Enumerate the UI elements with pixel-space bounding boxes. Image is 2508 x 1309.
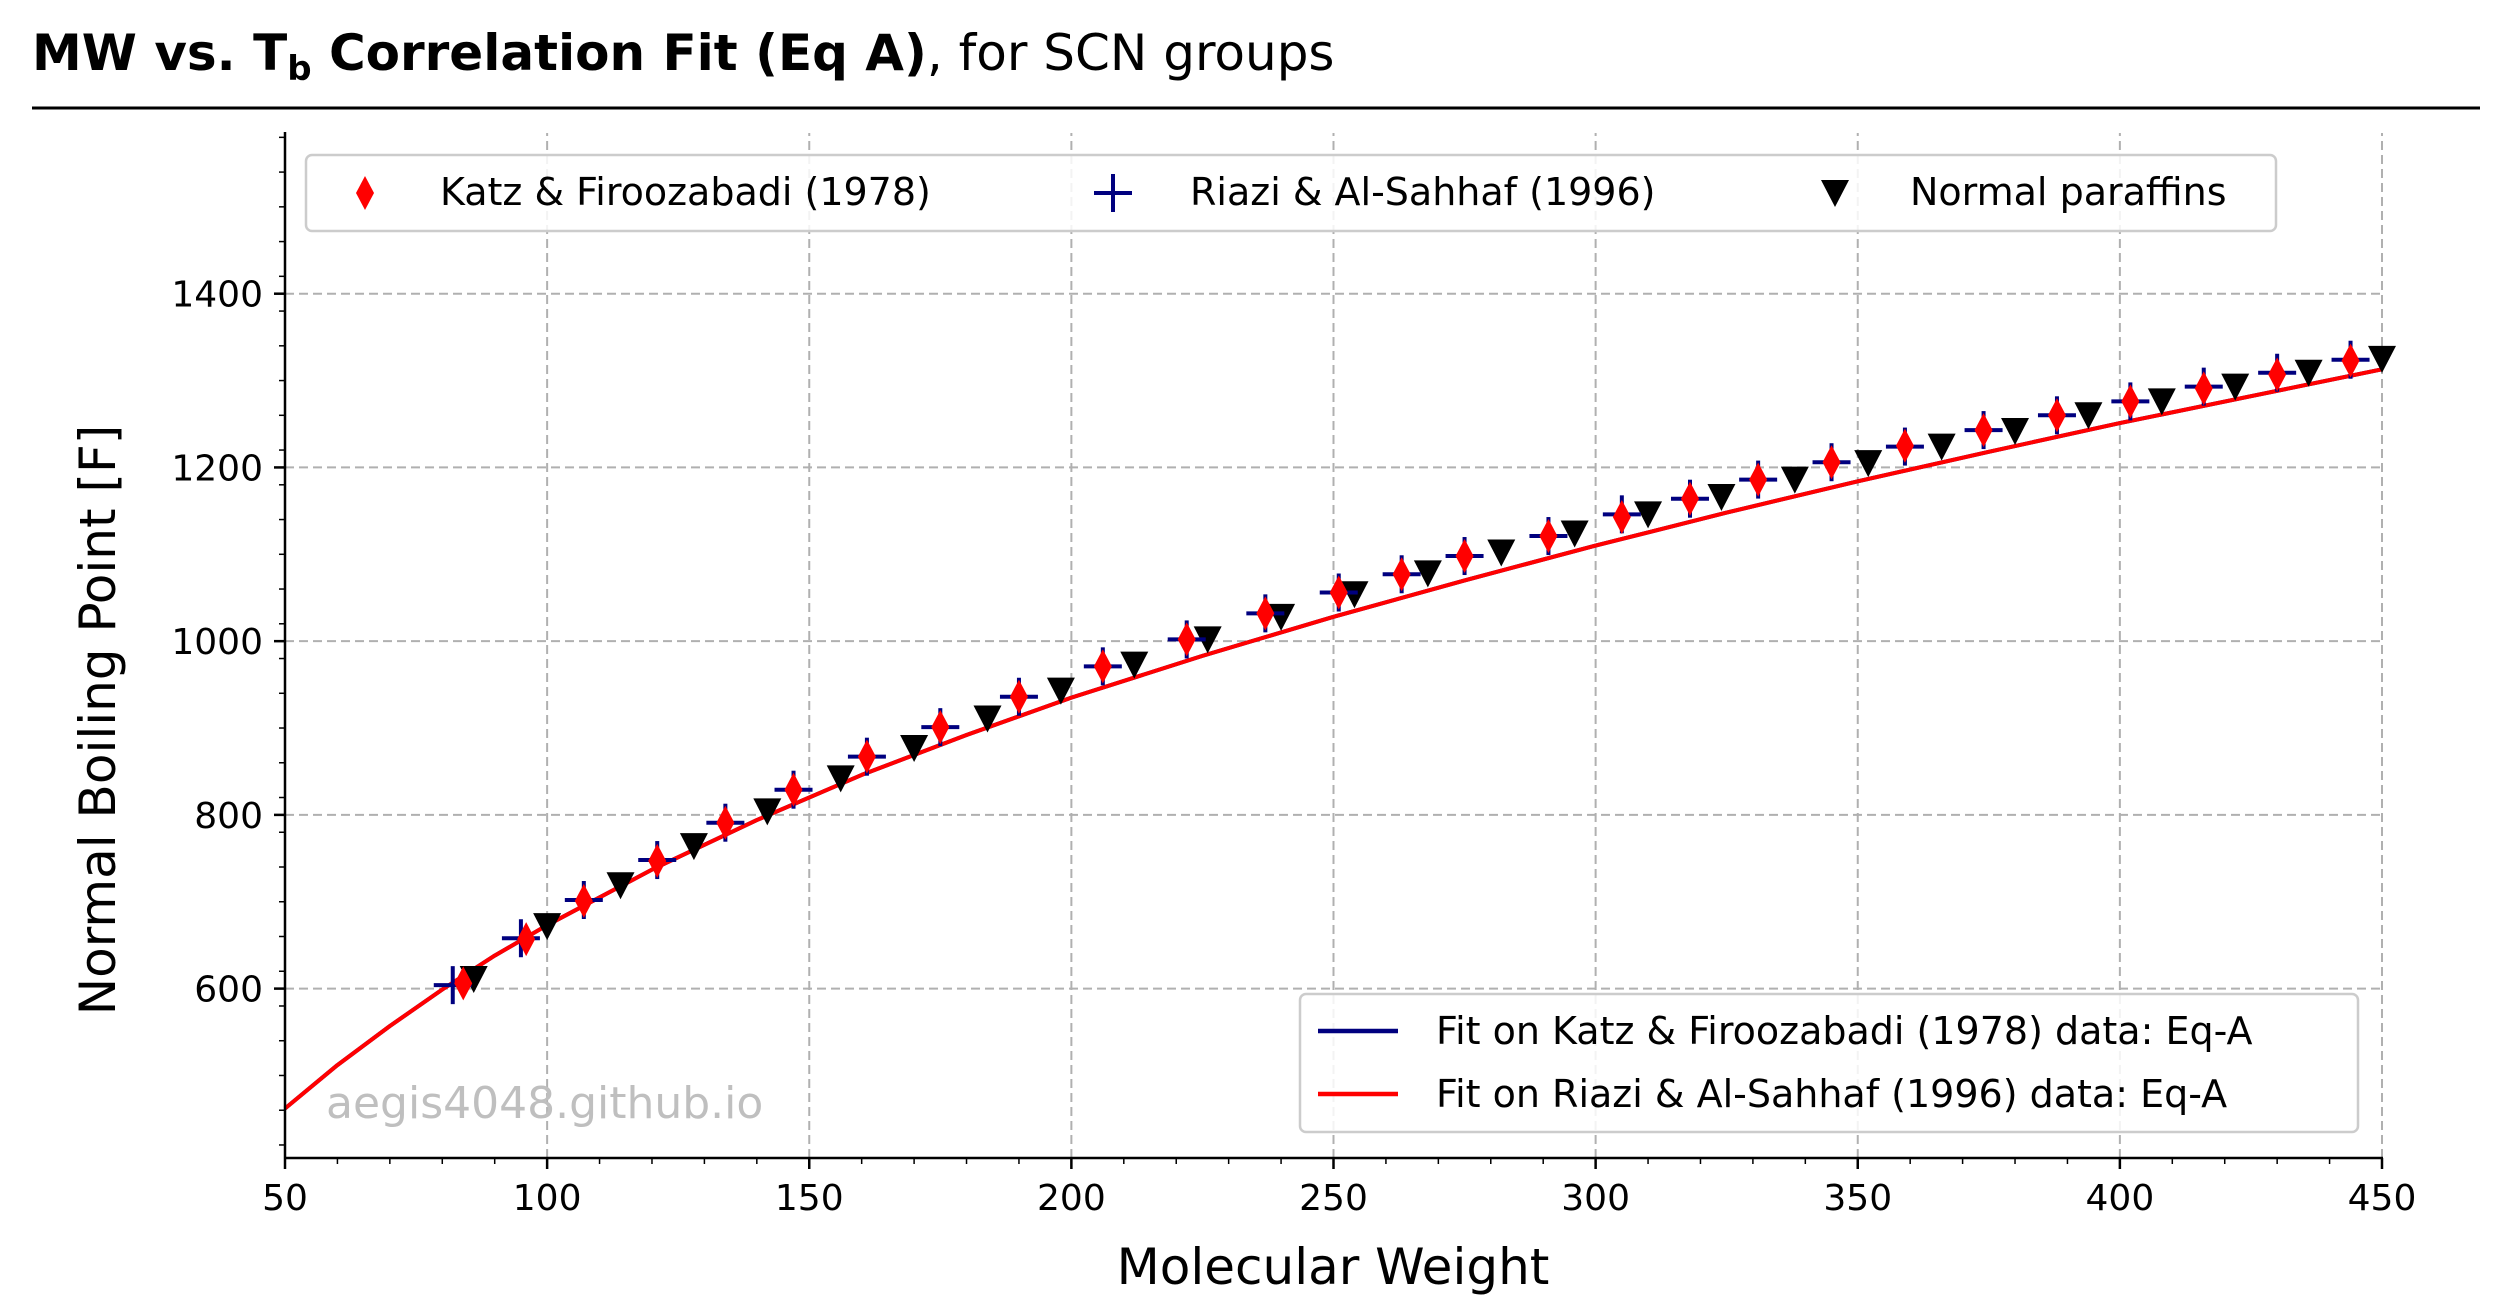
data-point-thin_diamond [1455,539,1474,574]
data-point-thin_diamond [1822,445,1841,480]
y-tick-label: 1200 [171,448,263,489]
data-point-thin_diamond [1329,575,1348,610]
x-tick-label: 250 [1299,1178,1368,1219]
x-tick-label: 350 [1823,1178,1892,1219]
legend-marker-plus [1094,174,1132,212]
data-point-thin_diamond [648,843,667,878]
data-point-triangle_down [1707,483,1736,511]
legend-lines-frame [1298,992,2360,1134]
data-point-triangle_down [2147,388,2176,416]
x-axis-label: Molecular Weight [1117,1238,1550,1296]
data-point-triangle_down [1340,581,1369,609]
data-point-thin_diamond [2341,343,2360,378]
data-point-thin_diamond [2268,357,2287,392]
data-point-thin_diamond [1895,428,1914,463]
chart-title: MW vs. Tb Correlation Fit (Eq A), for SC… [32,24,1335,89]
chart-title-bold-prefix: MW vs. [32,24,253,82]
data-point-thin_diamond [931,710,950,745]
data-point-thin_diamond [1093,649,1112,684]
data-point-triangle_down [1560,520,1589,548]
data-point-thin_diamond [1539,519,1558,554]
data-point-thin_diamond [2121,384,2140,419]
y-tick-label: 1000 [171,622,263,663]
data-point-triangle_down [1854,450,1883,478]
legend-marker-thin_diamond [356,176,374,210]
x-tick-label: 300 [1561,1178,1630,1219]
y-tick-label: 1400 [171,275,263,316]
x-tick-label: 450 [2348,1178,2417,1219]
legend-label: Katz & Firoozabadi (1978) [440,170,931,214]
chart-title-subscript: b [287,49,311,89]
y-tick-label: 800 [194,796,263,837]
x-tick-label: 200 [1037,1178,1106,1219]
y-axis-label: Normal Boiling Point [F] [69,425,127,1016]
legend-lines: Fit on Katz & Firoozabadi (1978) data: E… [1298,992,2360,1134]
data-point-thin_diamond [1749,462,1768,497]
data-point-thin_diamond [1392,557,1411,592]
data-point-triangle_down [1267,603,1296,631]
legend-line-label: Fit on Katz & Firoozabadi (1978) data: E… [1436,1009,2252,1053]
data-point-triangle_down [2074,402,2103,430]
data-point-triangle_down [2221,373,2250,401]
legend-markers: Katz & Firoozabadi (1978) Riazi & Al-Sahh… [304,153,2278,233]
x-tick-label: 100 [513,1178,582,1219]
data-point-triangle_down [973,705,1002,733]
x-tick-label: 400 [2086,1178,2155,1219]
data-point-thin_diamond [1177,622,1196,657]
chart-title-rest: , for SCN groups [927,24,1335,82]
data-points [433,340,2396,1005]
data-point-thin_diamond [1680,481,1699,516]
data-point-thin_diamond [517,922,536,957]
x-tick-label: 150 [775,1178,844,1219]
data-point-thin_diamond [574,883,593,918]
data-point-triangle_down [1413,560,1442,588]
data-point-thin_diamond [1009,679,1028,714]
legend-line-label: Fit on Riazi & Al-Sahhaf (1996) data: Eq… [1436,1072,2227,1116]
legend-marker-triangle_down [1821,180,1849,207]
data-point-thin_diamond [2047,398,2066,433]
chart-title-bold-suffix: Correlation Fit (Eq A) [312,24,927,82]
grid [285,133,2383,1158]
x-tick-label: 50 [262,1178,308,1219]
data-point-thin_diamond [1974,413,1993,448]
data-point-triangle_down [1046,677,1075,705]
data-point-thin_diamond [1612,499,1631,534]
data-point-triangle_down [533,913,562,941]
watermark: aegis4048.github.io [326,1078,763,1129]
data-point-triangle_down [2001,417,2030,445]
data-point-triangle_down [1487,539,1516,567]
data-point-triangle_down [753,798,782,826]
data-point-thin_diamond [784,772,803,807]
data-point-triangle_down [2368,345,2396,373]
data-point-triangle_down [826,765,855,793]
data-point-triangle_down [1927,433,1956,461]
data-point-thin_diamond [2194,371,2213,406]
data-point-triangle_down [459,966,488,994]
data-point-thin_diamond [857,739,876,774]
data-point-triangle_down [1120,651,1149,679]
axes: 50 100 150 200 250 300 350 400 450 600 800 1000 1200… [171,132,2416,1219]
data-point-thin_diamond [454,966,473,1001]
chart-title-symbol: T [253,24,287,82]
y-tick-label: 600 [194,970,263,1011]
data-point-triangle_down [606,872,635,900]
data-point-triangle_down [679,833,708,861]
data-point-triangle_down [2294,359,2323,387]
data-point-thin_diamond [716,805,735,840]
legend-markers-frame [304,153,2278,233]
data-point-triangle_down [1634,501,1663,529]
data-point-thin_diamond [1256,596,1275,631]
legend-label: Riazi & Al-Sahhaf (1996) [1190,170,1655,214]
legend-label: Normal paraffins [1910,170,2227,214]
data-point-triangle_down [1193,626,1222,654]
data-point-triangle_down [900,735,929,762]
data-point-triangle_down [1780,466,1809,494]
